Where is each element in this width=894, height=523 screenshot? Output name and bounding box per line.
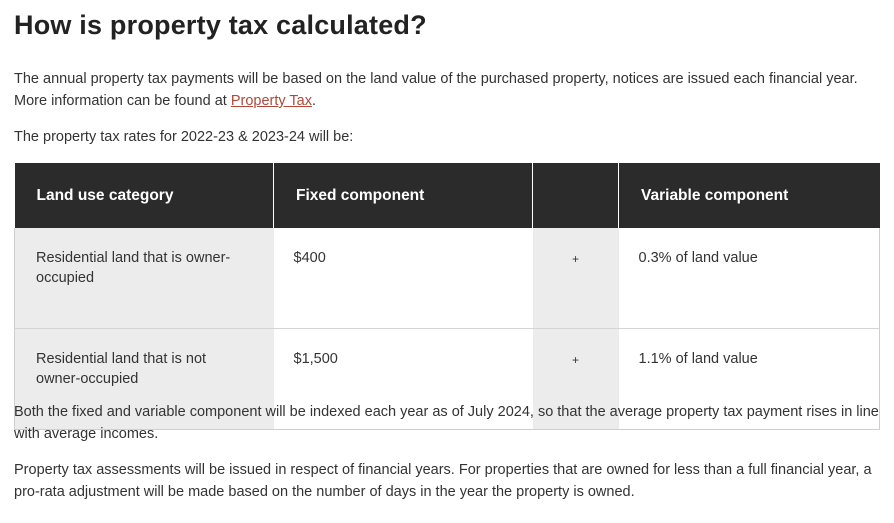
table-row: Residential land that is not owner-occup… (14, 328, 880, 430)
page-title: How is property tax calculated? (14, 10, 427, 40)
assessment-note: Property tax assessments will be issued … (14, 462, 872, 500)
intro-paragraph: The annual property tax payments will be… (14, 68, 874, 112)
header-fixed-component: Fixed component (273, 163, 533, 228)
category-cell: Residential land that is owner-occupied (14, 228, 274, 329)
variable-cell: 1.1% of land value (618, 328, 880, 430)
intro-text: The annual property tax payments will be… (14, 71, 858, 109)
rates-intro: The property tax rates for 2022-23 & 202… (14, 129, 354, 145)
tax-rates-table: Land use category Fixed component Variab… (14, 163, 880, 430)
variable-cell: 0.3% of land value (618, 228, 880, 329)
header-operator (532, 163, 619, 228)
fixed-cell: $1,500 (273, 328, 533, 430)
header-land-use-category: Land use category (14, 163, 274, 228)
table-header-row: Land use category Fixed component Variab… (14, 163, 880, 228)
indexing-note: Both the fixed and variable component wi… (14, 404, 879, 442)
property-tax-link[interactable]: Property Tax (230, 93, 312, 109)
table-row: Residential land that is owner-occupied … (14, 228, 880, 329)
header-variable-component: Variable component (618, 163, 880, 228)
intro-text-end: . (311, 93, 316, 109)
fixed-cell: $400 (273, 228, 533, 329)
category-cell: Residential land that is not owner-occup… (14, 328, 274, 430)
plus-operator: + (532, 228, 619, 329)
plus-operator: + (532, 328, 619, 430)
